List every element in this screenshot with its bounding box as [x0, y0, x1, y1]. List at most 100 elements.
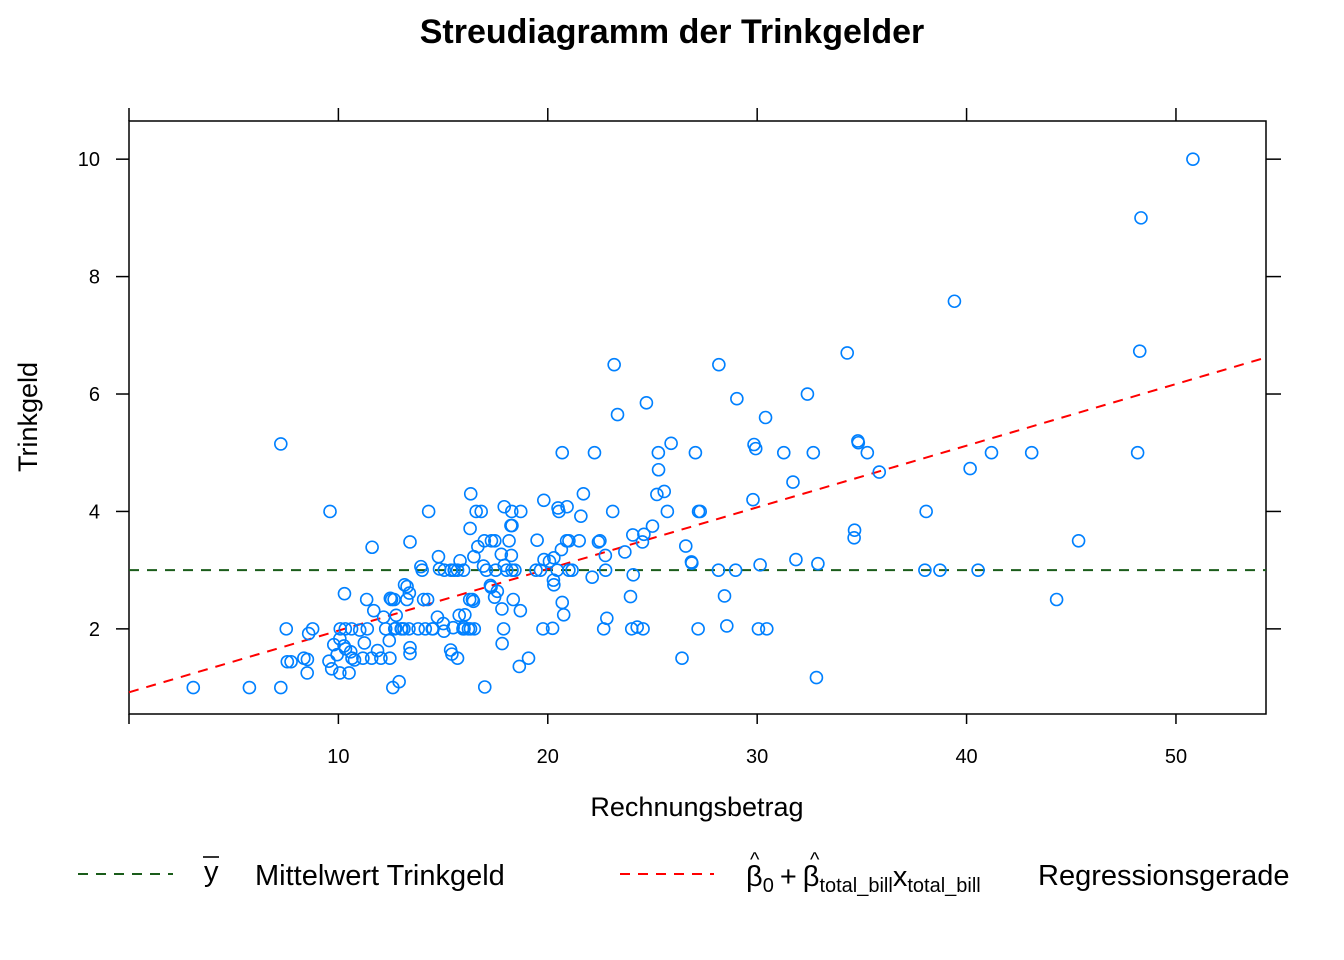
data-point	[572, 533, 586, 548]
x-axis-label: Rechnungsbetrag	[590, 792, 803, 822]
data-point	[1186, 152, 1200, 166]
data-point	[497, 499, 512, 514]
data-point	[477, 680, 492, 694]
data-point	[847, 523, 862, 538]
data-point	[463, 487, 478, 501]
data-point	[382, 633, 397, 648]
data-point	[1132, 344, 1147, 358]
data-point	[453, 553, 467, 568]
x-tick-label: 20	[537, 746, 559, 768]
data-point	[806, 445, 821, 460]
x-tick-label: 50	[1165, 746, 1187, 768]
data-point	[537, 552, 551, 567]
data-point	[618, 545, 632, 559]
data-point	[484, 533, 499, 548]
data-point	[446, 620, 460, 635]
data-point	[576, 487, 591, 501]
data-point	[360, 622, 375, 636]
data-point	[415, 563, 429, 577]
y-tick-label: 2	[89, 619, 100, 641]
data-point	[555, 445, 570, 460]
data-point	[242, 680, 257, 695]
data-point	[403, 640, 417, 655]
data-point	[513, 504, 528, 519]
data-point	[660, 504, 675, 519]
data-point	[645, 519, 660, 533]
data-point	[636, 622, 650, 636]
x-tick-label: 30	[746, 746, 768, 768]
data-point	[1024, 445, 1039, 460]
data-point	[403, 646, 417, 661]
data-point	[542, 554, 557, 569]
data-point	[418, 622, 433, 636]
data-point	[383, 651, 397, 666]
data-point	[585, 570, 599, 584]
data-point	[274, 437, 288, 451]
y-tick-label: 10	[78, 149, 100, 171]
data-point	[357, 636, 372, 650]
data-point	[388, 621, 403, 636]
data-point	[712, 357, 726, 372]
data-point	[421, 504, 436, 519]
data-point	[344, 622, 359, 636]
data-point	[474, 504, 488, 519]
data-point	[352, 623, 367, 637]
data-point	[630, 620, 644, 634]
chart-title: Streudiagramm der Trinkgelder	[420, 13, 925, 51]
data-point	[389, 608, 403, 623]
data-point	[753, 558, 767, 572]
data-point	[651, 445, 666, 460]
legend-formula: β0 + βtotal_billxtotal_bill	[746, 861, 981, 897]
data-point	[437, 624, 451, 639]
data-point	[452, 608, 467, 623]
data-point	[403, 535, 417, 549]
data-point	[860, 445, 875, 460]
x-tick-label: 10	[327, 746, 349, 768]
data-point	[356, 651, 370, 666]
data-point	[947, 294, 962, 309]
data-point	[691, 622, 705, 636]
data-point	[600, 611, 614, 626]
data-point	[678, 539, 693, 553]
data-point	[574, 509, 588, 523]
data-point	[450, 563, 465, 577]
data-point	[402, 622, 416, 636]
data-point	[688, 445, 703, 460]
data-point	[560, 499, 574, 514]
data-point	[651, 462, 666, 477]
data-point	[800, 387, 815, 401]
data-point	[365, 540, 379, 555]
data-point	[300, 652, 315, 667]
data-point	[751, 622, 766, 636]
legend-label-mean: Mittelwert Trinkgeld	[255, 860, 505, 892]
data-point	[323, 504, 337, 519]
data-point	[186, 680, 201, 695]
data-point	[635, 535, 650, 549]
legend-symbol-ybar: y	[204, 856, 219, 888]
data-point	[758, 410, 773, 425]
data-point	[499, 563, 514, 577]
data-point	[851, 435, 866, 450]
data-point	[552, 504, 566, 519]
data-point	[392, 674, 406, 689]
legend: y Mittelwert Trinkgeld β0 + βtotal_billxto…	[78, 849, 1289, 897]
data-point	[359, 592, 374, 607]
data-point	[933, 563, 947, 577]
data-point	[536, 622, 550, 636]
data-point	[565, 563, 579, 577]
data-point	[919, 504, 933, 519]
data-point	[506, 592, 521, 607]
data-point	[625, 528, 640, 542]
data-point	[467, 622, 482, 636]
data-point	[809, 670, 824, 685]
data-point	[639, 396, 654, 410]
data-point	[477, 533, 492, 548]
data-point	[337, 586, 352, 601]
data-point	[279, 622, 294, 636]
y-tick-label: 8	[89, 267, 100, 289]
data-point	[840, 346, 855, 360]
legend-item-regression: β0 + βtotal_billxtotal_bill ^ ^ Regression…	[620, 849, 1289, 897]
data-point	[556, 607, 571, 622]
data-point	[545, 621, 560, 636]
legend-label-regression: Regressionsgerade	[1038, 860, 1289, 892]
